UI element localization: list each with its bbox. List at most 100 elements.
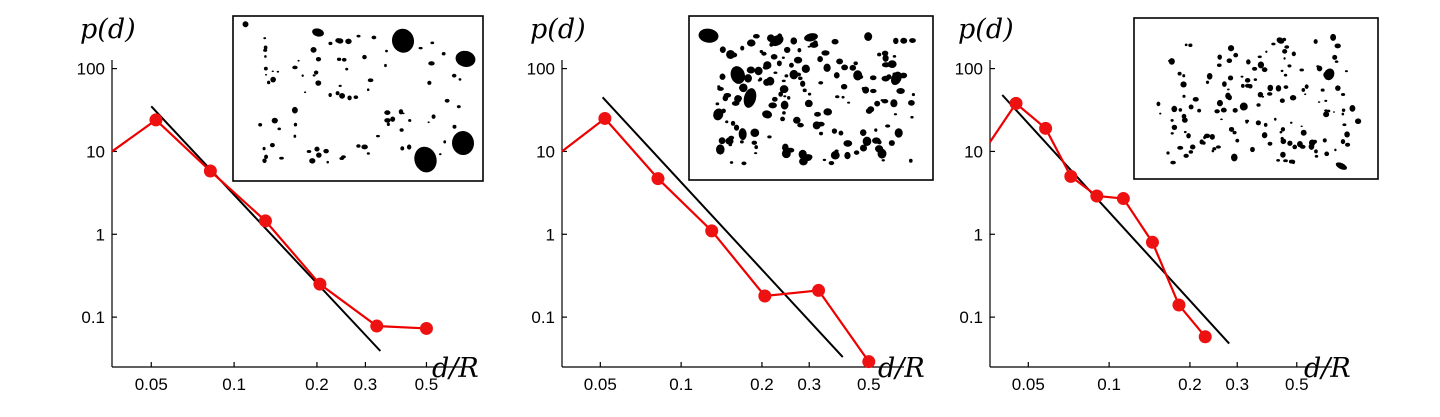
inset-grain	[1312, 139, 1317, 144]
inset-grain	[451, 73, 457, 78]
inset-grain	[838, 130, 844, 136]
inset-grain	[849, 64, 857, 71]
inset-grain	[813, 121, 819, 128]
inset-grain	[1334, 148, 1337, 152]
inset-grain	[1271, 42, 1276, 46]
inset-grain	[458, 78, 462, 81]
inset-grain	[781, 56, 785, 59]
inset-grain	[715, 102, 720, 106]
inset-grain	[262, 146, 266, 151]
panel-1: 100 10 1 0.1 0.05 0.1 0.2 0.3 0.5 p(d) d/R	[77, 14, 484, 394]
inset-fragment	[391, 28, 415, 53]
inset-grain	[739, 140, 744, 144]
inset-grain	[264, 55, 267, 58]
x-tick-label: 0.05	[1012, 375, 1045, 394]
inset-grain	[339, 92, 346, 99]
inset-grain	[780, 100, 789, 110]
inset-grain	[859, 144, 868, 152]
inset-grain	[356, 144, 361, 148]
inset-grain	[1334, 43, 1341, 49]
inset-grain	[844, 151, 851, 160]
data-point	[149, 113, 163, 127]
inset-grain	[787, 96, 791, 100]
inset-grain	[874, 128, 878, 132]
inset-fragment	[890, 71, 902, 85]
y-tick-label: 10	[536, 142, 555, 161]
x-axis-title: d/R	[1304, 353, 1351, 384]
inset-grain	[1344, 131, 1350, 138]
inset-grain	[831, 38, 839, 45]
inset-grain	[802, 88, 807, 93]
data-point	[1145, 235, 1159, 249]
inset-grain	[793, 116, 801, 124]
inset-grain	[1226, 88, 1230, 91]
inset-grain	[1170, 118, 1174, 122]
data-point	[1172, 298, 1186, 312]
y-tick-label: 1	[546, 225, 555, 244]
inset-grain	[1317, 101, 1321, 103]
inset-grain	[828, 160, 835, 166]
inset-grain	[384, 110, 391, 115]
inset-grain	[733, 124, 740, 131]
data-point	[705, 224, 719, 238]
data-point	[598, 111, 612, 125]
inset-grain	[746, 66, 756, 74]
inset-grain	[799, 157, 808, 166]
inset-grain	[271, 70, 274, 73]
inset-grain	[1180, 81, 1187, 88]
inset-grain	[836, 58, 844, 65]
inset-grain	[1283, 57, 1286, 60]
inset-grain	[1267, 141, 1273, 146]
inset-grain	[793, 56, 803, 64]
inset-grain	[1292, 144, 1298, 150]
inset-grain	[888, 140, 895, 146]
inset-grain	[814, 111, 821, 117]
inset-grain	[761, 51, 767, 56]
data-point	[1039, 121, 1053, 135]
inset-grain	[408, 118, 412, 122]
inset-fragment	[451, 131, 475, 156]
inset-grain	[431, 114, 436, 119]
inset-grain	[770, 54, 778, 60]
inset-grain	[1283, 85, 1289, 89]
inset-grain	[264, 73, 268, 76]
inset-grain	[781, 79, 786, 83]
inset-grain	[1289, 95, 1297, 101]
inset-grain	[400, 146, 405, 151]
inset-grain	[328, 92, 332, 98]
inset-grain	[1214, 109, 1220, 114]
inset-grain	[297, 59, 300, 62]
inset-grain	[908, 100, 915, 106]
inset-grain	[1232, 130, 1237, 135]
inset-grain	[1304, 93, 1307, 96]
inset-grain	[444, 98, 450, 103]
inset-grain	[1316, 65, 1323, 72]
inset-grain	[1253, 78, 1258, 81]
inset-grain	[1220, 118, 1223, 121]
inset-grain	[840, 83, 848, 90]
inset-grain	[1233, 52, 1239, 58]
inset-grain	[1244, 78, 1251, 83]
inset-grain	[315, 80, 322, 86]
inset-grain	[796, 72, 802, 77]
inset-grain	[864, 32, 873, 41]
inset-grain	[1300, 125, 1303, 128]
inset-grain	[1205, 80, 1210, 84]
inset-grain	[874, 145, 884, 153]
inset-grain	[375, 134, 380, 138]
inset-grain	[718, 137, 726, 145]
inset-grain	[315, 56, 322, 62]
inset-fragment	[730, 66, 745, 84]
inset-grain	[1216, 63, 1222, 67]
data-point	[203, 164, 217, 178]
inset-grain	[1322, 138, 1327, 143]
inset-grain	[885, 124, 891, 128]
x-tick-label: 0.5	[857, 375, 881, 394]
inset-grain	[292, 65, 298, 70]
inset-grain	[841, 95, 845, 99]
inset-grain	[384, 118, 391, 123]
inset-grain	[1324, 151, 1330, 157]
inset-grain	[821, 50, 830, 56]
inset-grain	[1228, 126, 1235, 132]
inset-grain	[263, 48, 268, 52]
